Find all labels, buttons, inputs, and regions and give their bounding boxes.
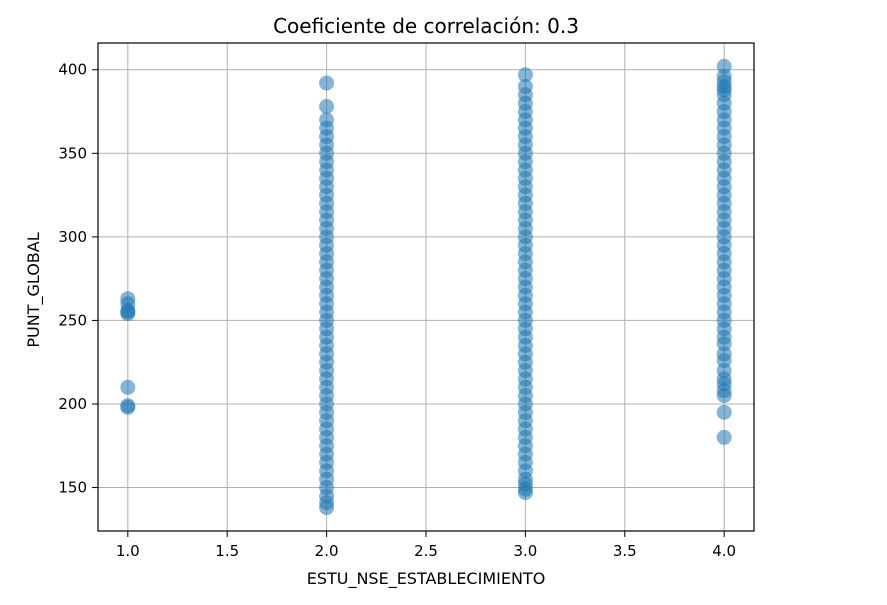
y-tick-label: 250 — [58, 311, 87, 329]
x-tick-label: 1.0 — [116, 542, 140, 560]
data-point — [517, 78, 533, 94]
y-axis-ticks: 150 200 250 300 350 400 — [58, 61, 98, 497]
x-tick-label: 4.0 — [712, 542, 736, 560]
x-axis-ticks: 1.0 1.5 2.0 2.5 3.0 3.5 4.0 — [116, 531, 736, 560]
data-point — [716, 429, 732, 445]
data-point — [120, 398, 136, 414]
x-axis-label: ESTU_NSE_ESTABLECIMIENTO — [307, 569, 546, 589]
data-point — [517, 67, 533, 83]
y-tick-label: 400 — [58, 61, 87, 79]
data-point — [716, 404, 732, 420]
data-points — [120, 58, 732, 516]
y-tick-label: 300 — [58, 228, 87, 246]
data-point — [716, 58, 732, 74]
data-point — [120, 379, 136, 395]
chart-title: Coeficiente de correlación: 0.3 — [273, 14, 579, 38]
x-tick-label: 1.5 — [215, 542, 239, 560]
data-point — [120, 291, 136, 307]
data-point — [319, 99, 335, 115]
x-tick-label: 3.0 — [513, 542, 537, 560]
y-tick-label: 200 — [58, 395, 87, 413]
y-tick-label: 350 — [58, 144, 87, 162]
x-tick-label: 2.5 — [414, 542, 438, 560]
x-tick-label: 2.0 — [315, 542, 339, 560]
data-point — [319, 112, 335, 128]
y-tick-label: 150 — [58, 479, 87, 497]
data-point — [319, 75, 335, 91]
x-tick-label: 3.5 — [613, 542, 637, 560]
y-axis-label: PUNT_GLOBAL — [24, 232, 44, 347]
